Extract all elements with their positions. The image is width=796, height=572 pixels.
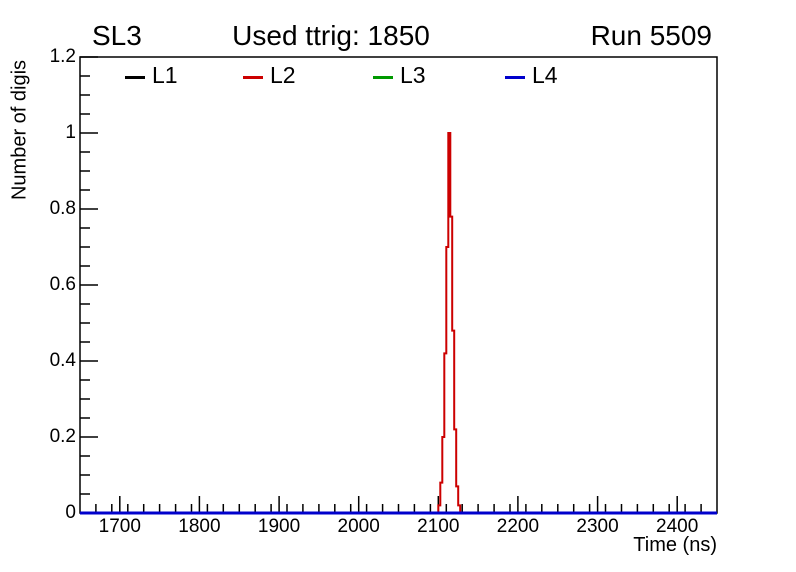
y-tick-label: 0.8	[49, 198, 76, 219]
run-number-title: Run 5509	[590, 20, 712, 51]
superlayer-title: SL3	[92, 20, 142, 51]
x-tick-label: 1700	[98, 516, 141, 537]
y-tick-label: 0.4	[49, 350, 76, 371]
legend-entry-l4: L4	[505, 62, 558, 88]
y-tick-label: 0.2	[49, 426, 76, 447]
x-tick-label: 2400	[656, 516, 699, 537]
y-tick-label: 0	[65, 502, 76, 523]
legend-line-sample-l4	[505, 76, 525, 79]
legend-entry-l3: L3	[373, 62, 426, 88]
x-tick-label: 2200	[496, 516, 540, 537]
x-axis-title: Time (ns)	[633, 534, 717, 556]
y-tick-label: 0.6	[49, 274, 76, 295]
legend-line-sample-l3	[373, 76, 393, 79]
x-tick-label: 2000	[337, 516, 380, 537]
x-tick-label: 1900	[257, 516, 301, 537]
legend-line-sample-l2	[243, 76, 263, 79]
y-tick-label: 1	[65, 122, 76, 143]
x-tick-label: 2100	[417, 516, 460, 537]
legend-label-l3: L3	[400, 62, 426, 88]
histogram-title: Used ttrig: 1850	[232, 20, 430, 51]
legend-label-l1: L1	[152, 62, 178, 88]
y-tick-label: 1.2	[49, 46, 76, 67]
legend-line-sample-l1	[125, 76, 145, 79]
legend-label-l2: L2	[270, 62, 296, 88]
legend-entry-l2: L2	[243, 62, 296, 88]
x-tick-label: 2300	[576, 516, 619, 537]
plot-frame	[79, 56, 718, 514]
legend-label-l4: L4	[532, 62, 558, 88]
axis-ticks	[80, 56, 702, 514]
series-l2	[437, 132, 462, 513]
x-tick-label: 1800	[178, 516, 221, 537]
legend-entry-l1: L1	[125, 62, 178, 88]
